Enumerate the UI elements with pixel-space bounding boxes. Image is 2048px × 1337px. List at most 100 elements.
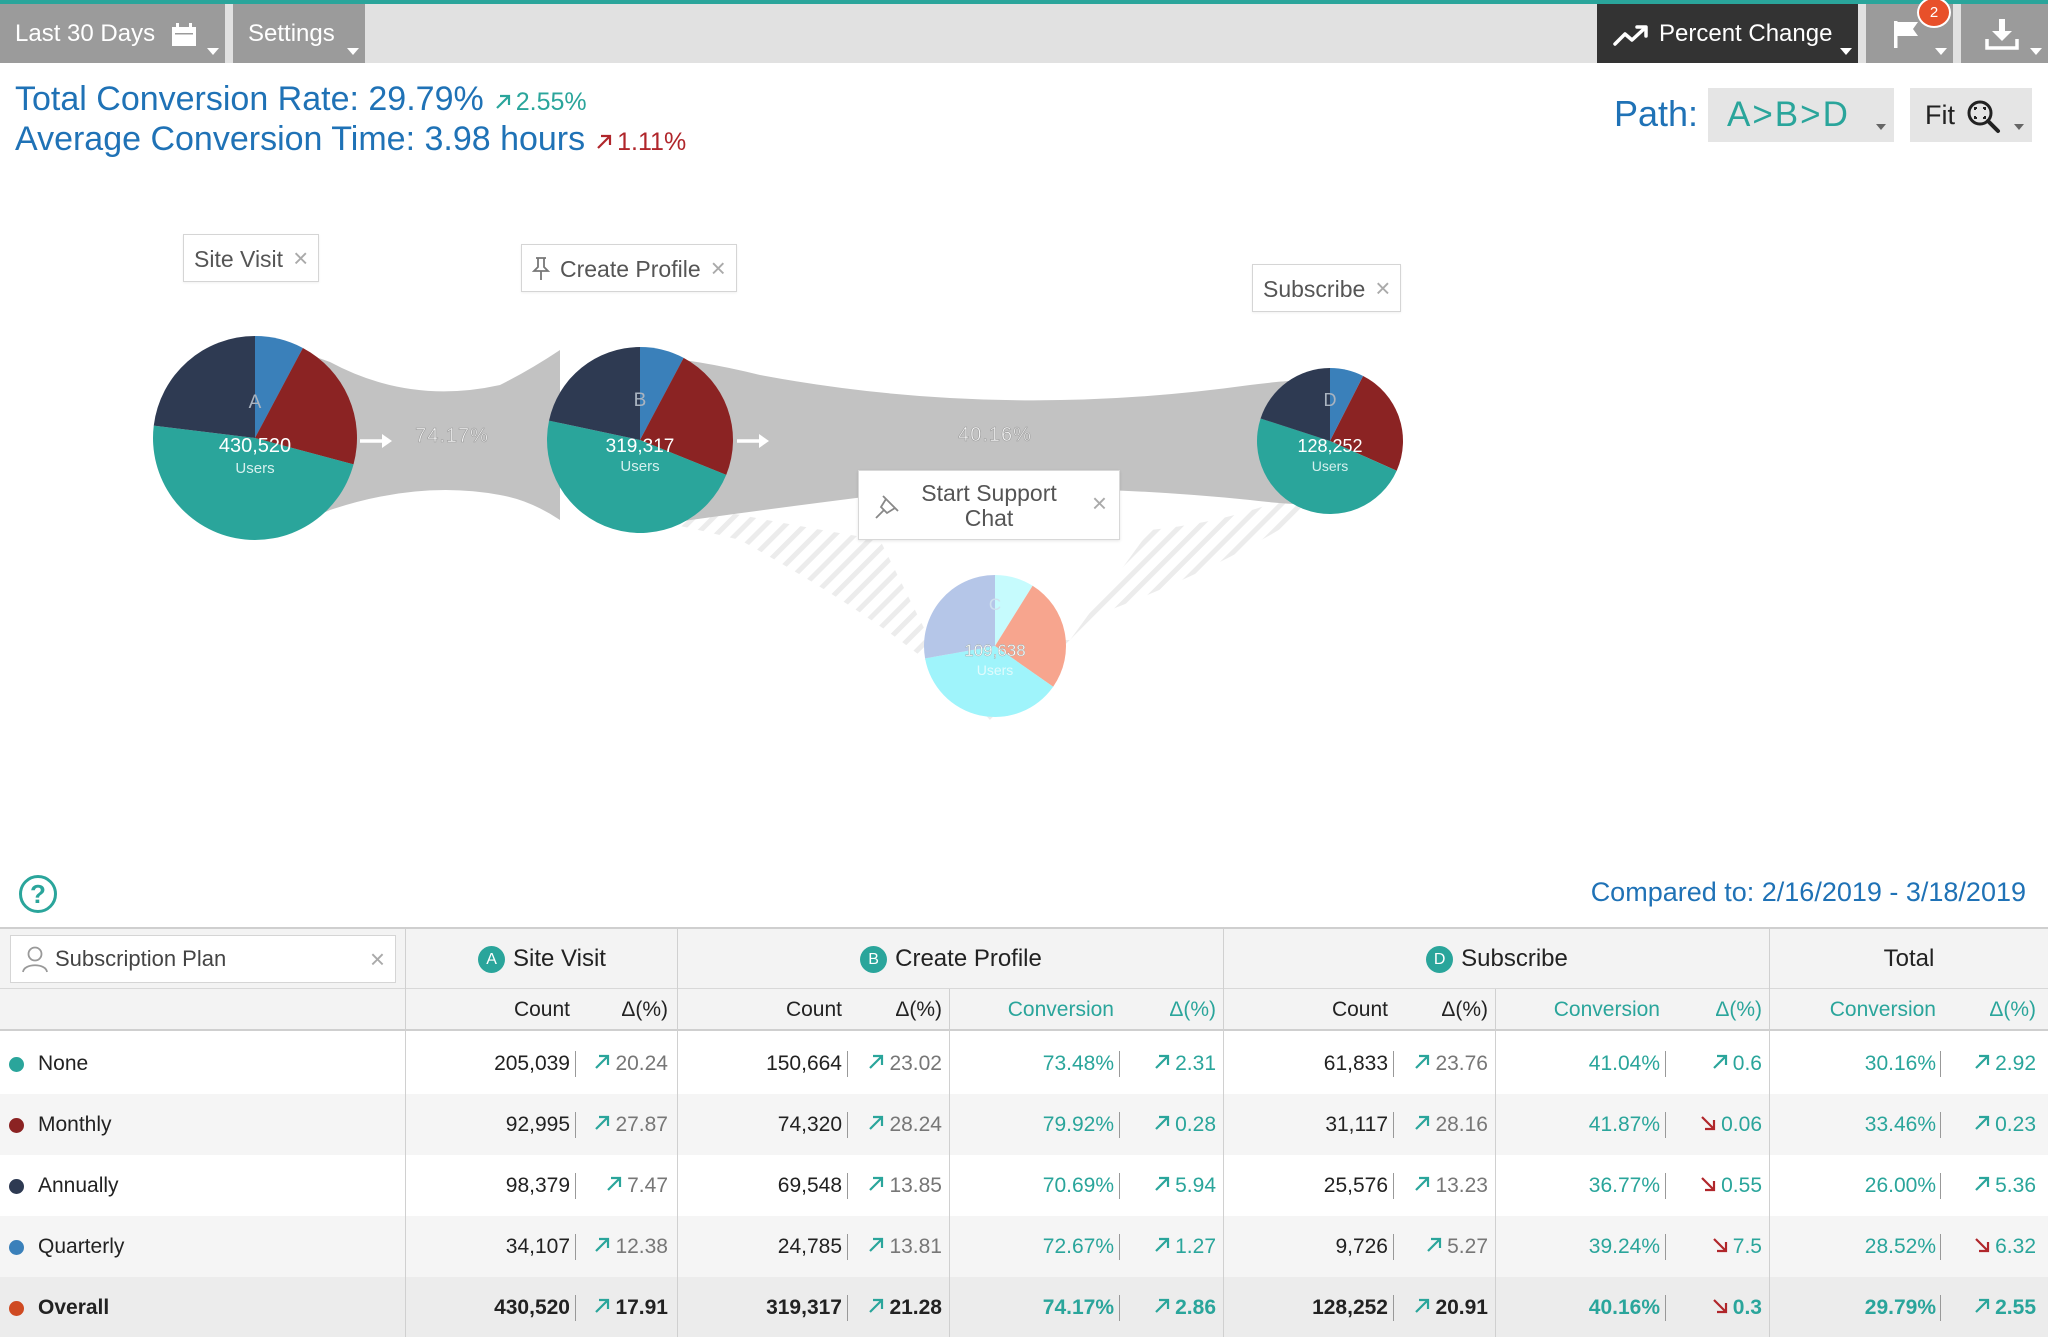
node-label-subscribe[interactable]: Subscribe × xyxy=(1252,264,1402,312)
cell-t-conv: 29.79% xyxy=(1770,1277,1936,1337)
subheader-delta: Δ(%) xyxy=(1441,998,1488,1021)
cell-separator xyxy=(575,1173,576,1199)
pie-slice-b-quarterly xyxy=(640,347,684,440)
settings-button[interactable]: Settings xyxy=(233,4,365,63)
cell-separator xyxy=(1665,1173,1666,1199)
download-button[interactable] xyxy=(1961,4,2048,63)
cell-separator xyxy=(847,1234,848,1260)
cell-b-count: 319,317 xyxy=(678,1277,842,1337)
cell-d-cdelta: 0.3 xyxy=(1660,1277,1762,1337)
pie-slice-a-annually xyxy=(153,336,255,438)
cell-separator xyxy=(1940,1295,1941,1321)
arrow-up-right-icon xyxy=(1155,1237,1170,1252)
cell-value: 26.00% xyxy=(1864,1174,1936,1197)
cell-d-conv: 36.77% xyxy=(1496,1155,1660,1216)
arrow-up-right-icon xyxy=(869,1115,884,1130)
cell-separator xyxy=(575,1051,576,1077)
arrow-up-right-icon xyxy=(1975,1176,1990,1191)
fit-button[interactable]: Fit xyxy=(1910,88,2032,142)
close-icon[interactable]: × xyxy=(1375,273,1391,303)
node-d-unit: Users xyxy=(1312,458,1349,474)
chevron-down-icon xyxy=(347,48,359,55)
date-range-button[interactable]: Last 30 Days xyxy=(0,4,225,63)
step-badge: B xyxy=(860,946,888,973)
cell-t-conv: 30.16% xyxy=(1770,1033,1936,1094)
subheader-delta: Δ(%) xyxy=(895,998,942,1021)
node-label-start-support-chat[interactable]: Start Support Chat × xyxy=(858,470,1120,540)
cell-separator xyxy=(1665,1295,1666,1321)
row-name: None xyxy=(38,1052,89,1075)
node-c-count: 109,638 xyxy=(964,641,1025,660)
cell-b-conv: 70.69% xyxy=(950,1155,1114,1216)
total-conversion-rate-label: Total Conversion Rate: 29.79% xyxy=(15,80,484,118)
series-color-dot xyxy=(9,1118,24,1133)
flow-band-b-d xyxy=(640,355,1330,525)
node-label-site-visit[interactable]: Site Visit × xyxy=(183,234,320,282)
cell-separator xyxy=(1665,1112,1666,1138)
cell-value: 7.47 xyxy=(627,1174,668,1197)
arrow-up-right-icon xyxy=(595,1298,610,1313)
chevron-down-icon xyxy=(2030,48,2042,55)
close-icon[interactable]: × xyxy=(369,944,385,974)
pin-icon[interactable] xyxy=(873,493,901,521)
subscription-plan-filter[interactable]: Subscription Plan × xyxy=(10,935,396,983)
arrow-up-right-icon xyxy=(595,1115,610,1130)
subheader-conversion: Conversion xyxy=(1829,998,1936,1021)
table-sub-header xyxy=(0,989,2048,1031)
cell-separator xyxy=(1119,1173,1120,1199)
cell-separator xyxy=(575,1234,576,1260)
calendar-icon xyxy=(172,23,196,46)
cell-t-conv: 26.00% xyxy=(1770,1155,1936,1216)
cell-value: 150,664 xyxy=(766,1052,842,1075)
cell-t-cdelta: 0.23 xyxy=(1936,1094,2036,1155)
path-select[interactable]: A>B>D xyxy=(1708,88,1894,142)
cell-value: 30.16% xyxy=(1864,1052,1936,1075)
node-label-create-profile[interactable]: Create Profile × xyxy=(521,244,737,292)
cell-value: 72.67% xyxy=(1042,1235,1114,1258)
zoom-fit-icon xyxy=(1967,100,2000,133)
help-icon[interactable]: ? xyxy=(19,875,57,913)
cell-d-cdelta: 0.55 xyxy=(1660,1155,1762,1216)
cell-b-cdelta: 2.86 xyxy=(1114,1277,1216,1337)
notification-badge: 2 xyxy=(1917,0,1951,28)
cell-value: 29.79% xyxy=(1864,1296,1936,1319)
flow-percent-b-d: 40.16% xyxy=(958,424,1032,446)
table-row[interactable]: Quarterly 34,107 12.38 24,785 13.81 72.67% 1.2… xyxy=(0,1216,2048,1277)
cell-a-delta: 27.87 xyxy=(570,1094,668,1155)
close-icon[interactable]: × xyxy=(1091,488,1107,518)
cell-separator xyxy=(1119,1112,1120,1138)
pin-icon[interactable] xyxy=(530,256,552,282)
cell-a-count: 205,039 xyxy=(406,1033,570,1094)
cell-value: 13.23 xyxy=(1435,1174,1488,1197)
chevron-down-icon xyxy=(1935,48,1947,55)
cell-d-delta: 23.76 xyxy=(1388,1033,1488,1094)
row-name: Monthly xyxy=(38,1113,112,1136)
cell-separator xyxy=(847,1173,848,1199)
close-icon[interactable]: × xyxy=(293,243,309,273)
table-row[interactable]: None 205,039 20.24 150,664 23.02 73.48% 2.31 61… xyxy=(0,1033,2048,1094)
funnel-diagram: 74.17% 40.16% A 430,520 Users B 319,317 … xyxy=(153,336,1403,720)
group-header-site-visit: A Site Visit xyxy=(406,929,678,989)
cell-value: 25,576 xyxy=(1323,1174,1388,1197)
table-row[interactable]: Monthly 92,995 27.87 74,320 28.24 79.92% 0.28 3… xyxy=(0,1094,2048,1155)
cell-b-cdelta: 1.27 xyxy=(1114,1216,1216,1277)
percent-change-button[interactable]: Percent Change xyxy=(1597,4,1858,63)
cell-b-count: 150,664 xyxy=(678,1033,842,1094)
cell-value: 20.24 xyxy=(615,1052,668,1075)
table-row[interactable]: Overall 430,520 17.91 319,317 21.28 74.17% 2.8… xyxy=(0,1277,2048,1337)
cell-value: 39.24% xyxy=(1588,1235,1660,1258)
row-name: Overall xyxy=(38,1296,110,1319)
cell-value: 31,117 xyxy=(1325,1113,1388,1136)
cell-value: 9,726 xyxy=(1335,1235,1388,1258)
group-label: Create Profile xyxy=(895,945,1042,972)
arrow-up-right-icon xyxy=(1415,1176,1430,1191)
cell-d-count: 61,833 xyxy=(1224,1033,1388,1094)
arrow-up-right-icon xyxy=(597,134,612,149)
arrow-up-right-icon xyxy=(1155,1054,1170,1069)
download-icon xyxy=(1985,19,2019,50)
table-row[interactable]: Annually 98,379 7.47 69,548 13.85 70.69% 5.94 2… xyxy=(0,1155,2048,1216)
pie-slice-b-annually xyxy=(549,346,640,440)
cell-separator xyxy=(1940,1112,1941,1138)
close-icon[interactable]: × xyxy=(710,253,726,283)
arrow-up-right-icon xyxy=(1713,1054,1727,1069)
